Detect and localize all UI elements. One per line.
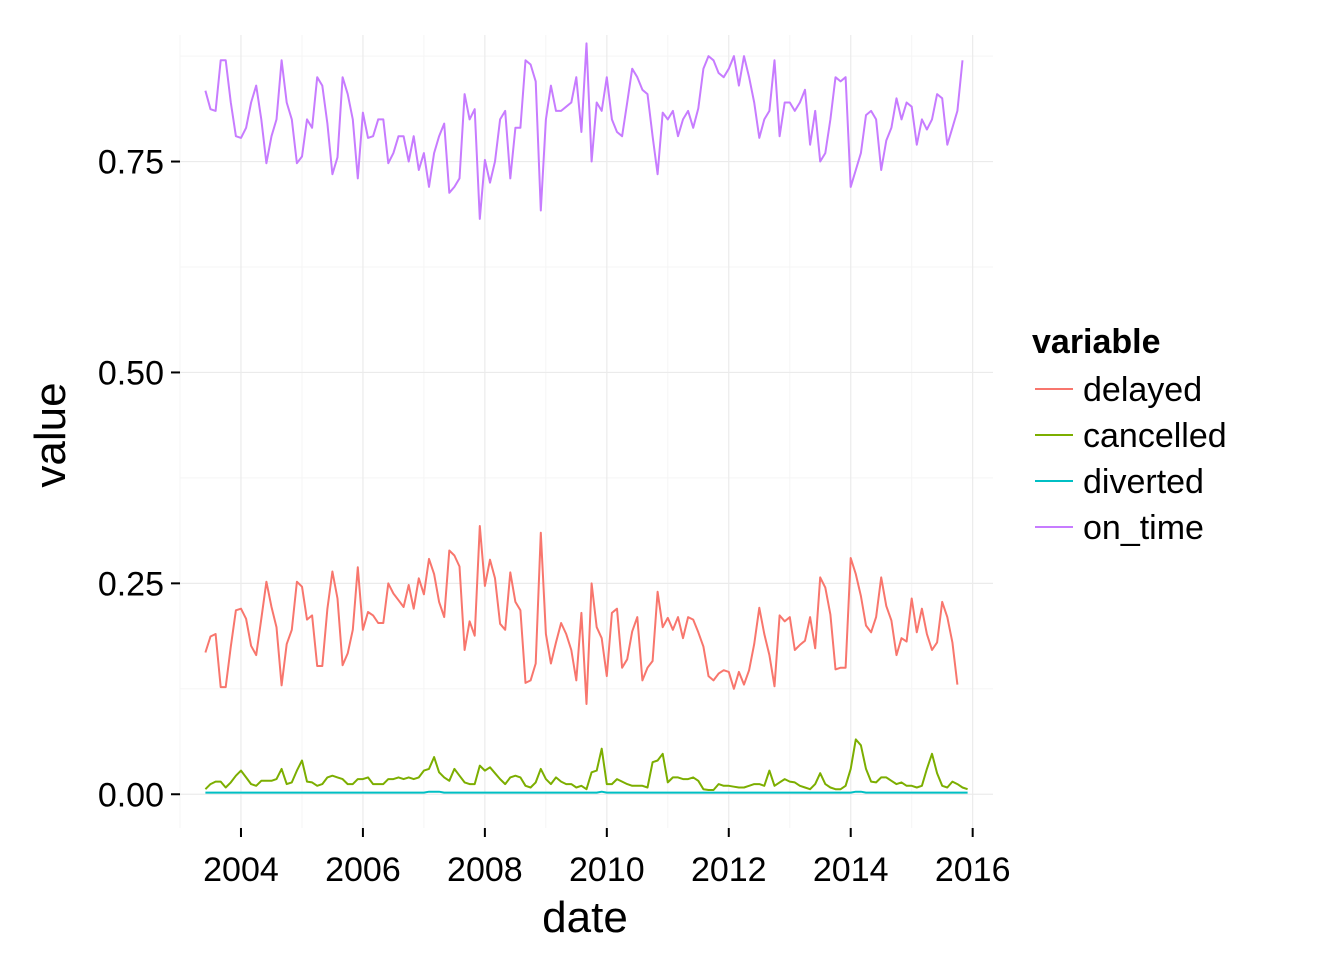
legend-label-delayed: delayed xyxy=(1083,371,1202,409)
series-line-delayed xyxy=(204,525,959,705)
legend-label-diverted: diverted xyxy=(1083,463,1204,501)
x-tick-label: 2008 xyxy=(447,851,523,889)
axes: 2004 2006 2008 2010 2012 2014 2016 0.00 0.25 0.50… xyxy=(98,144,1011,889)
x-tick-label: 2006 xyxy=(325,851,401,889)
y-tick-label: 0.00 xyxy=(98,776,164,814)
series-line-diverted xyxy=(205,790,968,794)
plot-series xyxy=(204,42,968,794)
legend-items: delayed cancelled diverted on_time xyxy=(1035,371,1227,547)
legend-label-cancelled: cancelled xyxy=(1083,417,1227,455)
series-line-on_time xyxy=(204,42,964,220)
series-line-cancelled xyxy=(204,738,968,791)
x-tick-label: 2014 xyxy=(813,851,889,889)
x-tick-label: 2012 xyxy=(691,851,767,889)
legend-label-on_time: on_time xyxy=(1083,509,1204,547)
y-axis-title: value xyxy=(26,382,75,487)
x-tick-label: 2004 xyxy=(203,851,279,889)
y-tick-label: 0.75 xyxy=(98,144,164,182)
legend-title: variable xyxy=(1032,323,1161,361)
x-tick-label: 2016 xyxy=(935,851,1011,889)
x-tick-label: 2010 xyxy=(569,851,645,889)
x-axis-title: date xyxy=(542,893,628,942)
legend: variable delayed cancelled diverted on_time xyxy=(1032,323,1227,547)
y-tick-label: 0.50 xyxy=(98,354,164,392)
y-tick-label: 0.25 xyxy=(98,565,164,603)
